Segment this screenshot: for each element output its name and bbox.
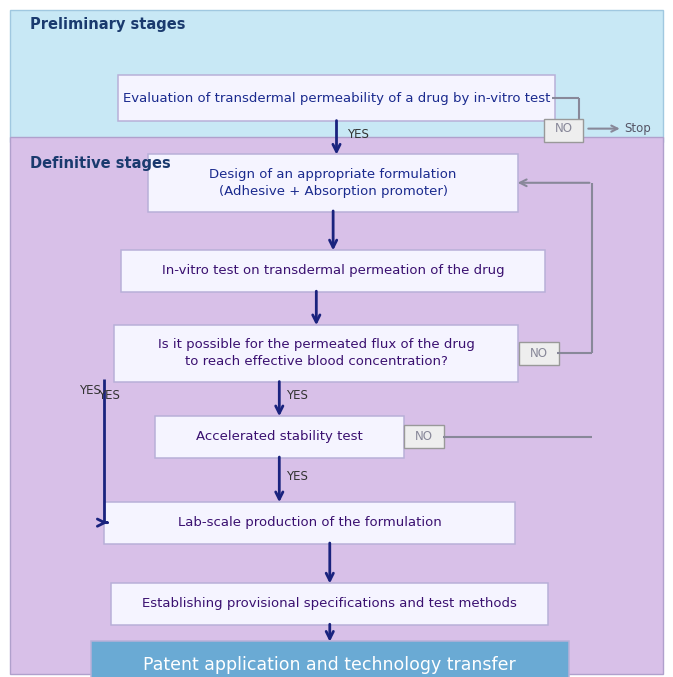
Text: Definitive stages: Definitive stages <box>30 156 171 171</box>
Text: NO: NO <box>555 122 573 135</box>
FancyBboxPatch shape <box>91 641 569 677</box>
Text: YES: YES <box>286 470 308 483</box>
FancyBboxPatch shape <box>118 75 555 121</box>
FancyBboxPatch shape <box>404 425 444 448</box>
Text: NO: NO <box>530 347 548 360</box>
FancyBboxPatch shape <box>148 154 518 211</box>
Text: YES: YES <box>79 384 101 397</box>
Text: Establishing provisional specifications and test methods: Establishing provisional specifications … <box>142 597 518 611</box>
Text: Accelerated stability test: Accelerated stability test <box>196 430 363 443</box>
Text: In-vitro test on transdermal permeation of the drug: In-vitro test on transdermal permeation … <box>162 264 505 278</box>
Text: YES: YES <box>98 389 120 402</box>
Text: Design of an appropriate formulation
(Adhesive + Absorption promoter): Design of an appropriate formulation (Ad… <box>209 168 457 198</box>
FancyBboxPatch shape <box>121 250 545 292</box>
Text: Stop: Stop <box>625 122 651 135</box>
FancyBboxPatch shape <box>10 10 663 142</box>
Text: Evaluation of transdermal permeability of a drug by in-vitro test: Evaluation of transdermal permeability o… <box>122 91 551 105</box>
Text: Preliminary stages: Preliminary stages <box>30 17 186 32</box>
Text: Is it possible for the permeated flux of the drug
to reach effective blood conce: Is it possible for the permeated flux of… <box>158 338 474 368</box>
Text: YES: YES <box>286 389 308 402</box>
FancyBboxPatch shape <box>10 137 663 674</box>
FancyBboxPatch shape <box>544 119 583 142</box>
Text: Lab-scale production of the formulation: Lab-scale production of the formulation <box>178 516 441 529</box>
FancyBboxPatch shape <box>114 325 518 382</box>
Text: Patent application and technology transfer: Patent application and technology transf… <box>143 656 516 674</box>
Text: YES: YES <box>347 128 369 141</box>
Text: NO: NO <box>415 430 433 443</box>
FancyBboxPatch shape <box>519 342 559 365</box>
FancyBboxPatch shape <box>111 583 548 625</box>
FancyBboxPatch shape <box>155 416 404 458</box>
FancyBboxPatch shape <box>104 502 515 544</box>
